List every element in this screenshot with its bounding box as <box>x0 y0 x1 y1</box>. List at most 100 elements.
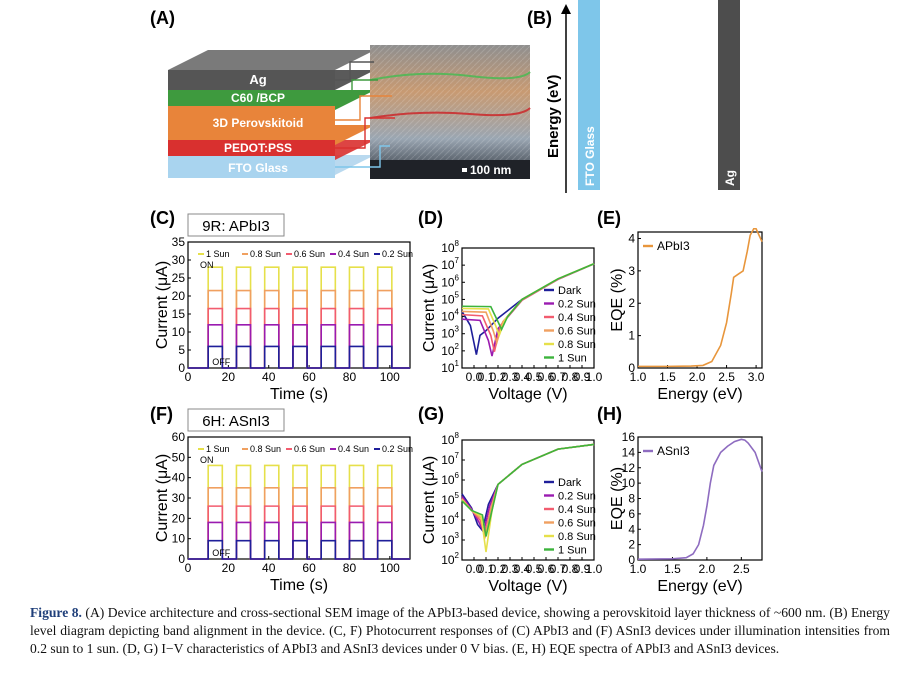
x-tick-label: 0.3 <box>502 370 519 384</box>
x-tick-label: 0 <box>185 561 192 575</box>
x-tick-label: 0.0 <box>466 562 483 576</box>
figure-8: (A) Ag C60 /BCP 3D Perovskitoid PEDOT:PS… <box>150 0 765 595</box>
y-tick-label: 107 <box>441 256 459 272</box>
layer-label-c60: C60 /BCP <box>231 91 285 105</box>
legend-entry-1-sun: 1 Sun <box>558 353 587 365</box>
y-tick-label: 101 <box>441 359 459 375</box>
x-axis-label: Voltage (V) <box>488 386 567 403</box>
x-tick-label: 2.0 <box>689 370 706 384</box>
y-tick-label: 108 <box>441 431 459 447</box>
x-tick-label: 0.4 <box>514 370 531 384</box>
energy-bar-fto-glass <box>578 0 600 191</box>
x-tick-label: 0.4 <box>514 562 531 576</box>
y-tick-label: 1 <box>628 329 635 343</box>
y-tick-label: 60 <box>172 430 186 444</box>
chart-title-box: 9R: APbI3 <box>187 213 285 237</box>
legend-entry-1-sun: 1 Sun <box>206 249 230 259</box>
x-tick-label: 20 <box>222 370 236 384</box>
legend-entry-0-2-sun: 0.2 Sun <box>558 491 596 503</box>
series-line-1-sun <box>461 263 595 332</box>
y-tick-label: 4 <box>628 231 635 245</box>
y-tick-label: 40 <box>172 471 186 485</box>
y-axis-label: EQE (%) <box>609 268 626 331</box>
y-tick-label: 3 <box>628 264 635 278</box>
legend: APbI3 <box>643 239 690 253</box>
x-axis-label: Energy (eV) <box>657 386 742 403</box>
legend-entry-apbi3: APbI3 <box>657 239 690 253</box>
y-tick-label: 50 <box>172 450 186 464</box>
x-tick-label: 20 <box>222 561 236 575</box>
legend: 1 Sun 0.8 Sun 0.6 Sun 0.4 Sun 0.2 Sun <box>198 444 413 454</box>
y-tick-label: 10 <box>172 532 186 546</box>
x-axis-label: Time (s) <box>270 577 328 594</box>
chart-title: 6H: ASnI3 <box>202 413 270 430</box>
x-tick-label: 40 <box>262 561 276 575</box>
series-line-asni3 <box>637 438 763 561</box>
plot-frame <box>637 231 763 369</box>
y-tick-label: 20 <box>172 511 186 525</box>
x-axis-label: Time (s) <box>270 386 328 403</box>
x-tick-label: 100 <box>380 561 400 575</box>
energy-name-c60-bcp: C60/BCP <box>689 0 703 22</box>
y-tick-label: 4 <box>628 522 635 536</box>
x-tick-label: 0.6 <box>538 370 555 384</box>
legend: 1 Sun 0.8 Sun 0.6 Sun 0.4 Sun 0.2 Sun <box>198 249 413 259</box>
x-tick-label: 0.2 <box>490 562 507 576</box>
legend-entry-dark: Dark <box>558 477 582 489</box>
y-tick-label: 10 <box>172 325 186 339</box>
y-tick-label: 2 <box>628 296 635 310</box>
y-tick-label: 107 <box>441 451 459 467</box>
plot-frame <box>461 247 595 369</box>
x-tick-label: 0.7 <box>550 562 567 576</box>
legend-entry-0-4-sun: 0.4 Sun <box>338 249 369 259</box>
y-tick-label: 12 <box>622 461 636 475</box>
figure-caption: Figure 8. (A) Device architecture and cr… <box>30 604 890 659</box>
energy-name-fto-glass: FTO Glass <box>583 126 597 186</box>
y-tick-label: 8 <box>628 492 635 506</box>
sem-image: 100 nm <box>369 45 531 179</box>
title-frame <box>187 408 285 432</box>
y-tick-label: 2 <box>628 538 635 552</box>
energy-axis-arrowhead <box>561 4 571 14</box>
x-tick-label: 0.9 <box>574 562 591 576</box>
y-tick-label: 5 <box>178 343 185 357</box>
y-tick-label: 0 <box>178 552 185 566</box>
legend-entry-0-4-sun: 0.4 Sun <box>558 504 596 516</box>
x-tick-label: 0.5 <box>526 370 543 384</box>
series-line-1-sun <box>461 443 595 537</box>
panel-a: (A) Ag C60 /BCP 3D Perovskitoid PEDOT:PS… <box>150 8 531 179</box>
x-tick-label: 0.5 <box>526 562 543 576</box>
x-axis-label: Energy (eV) <box>657 578 742 595</box>
legend-entry-0-8-sun: 0.8 Sun <box>250 249 281 259</box>
y-tick-label: 102 <box>441 551 459 567</box>
y-tick-label: 104 <box>441 308 459 324</box>
x-tick-label: 80 <box>343 561 357 575</box>
legend-entry-0-2-sun: 0.2 Sun <box>558 299 596 311</box>
layer-label-pedot: PEDOT:PSS <box>224 141 292 155</box>
energy-name-3d-perovskitoid: 3D Perovskitoid <box>653 2 667 93</box>
legend: ASnI3 <box>643 444 690 458</box>
legend-entry-1-sun: 1 Sun <box>206 444 230 454</box>
x-tick-label: 0.1 <box>478 370 495 384</box>
y-tick-label: 106 <box>441 273 459 289</box>
y-axis-label: Current (μA) <box>154 454 171 542</box>
y-tick-label: 103 <box>441 325 459 341</box>
on-label: ON <box>200 455 214 465</box>
panel-label-d: (D) <box>418 208 443 228</box>
x-tick-label: 0.2 <box>490 370 507 384</box>
y-tick-label: 103 <box>441 531 459 547</box>
legend-entry-0-6-sun: 0.6 Sun <box>294 444 325 454</box>
off-label: OFF <box>212 548 230 558</box>
layer-label-perovskitoid: 3D Perovskitoid <box>213 116 304 130</box>
energy-bar-ag <box>718 0 740 190</box>
x-tick-label: 60 <box>302 561 316 575</box>
y-axis-label: Current (μA) <box>421 264 438 352</box>
legend-entry-asni3: ASnI3 <box>657 444 690 458</box>
panel-label-c: (C) <box>150 208 175 228</box>
x-tick-label: 0.1 <box>478 562 495 576</box>
y-tick-label: 106 <box>441 471 459 487</box>
y-tick-label: 6 <box>628 507 635 521</box>
